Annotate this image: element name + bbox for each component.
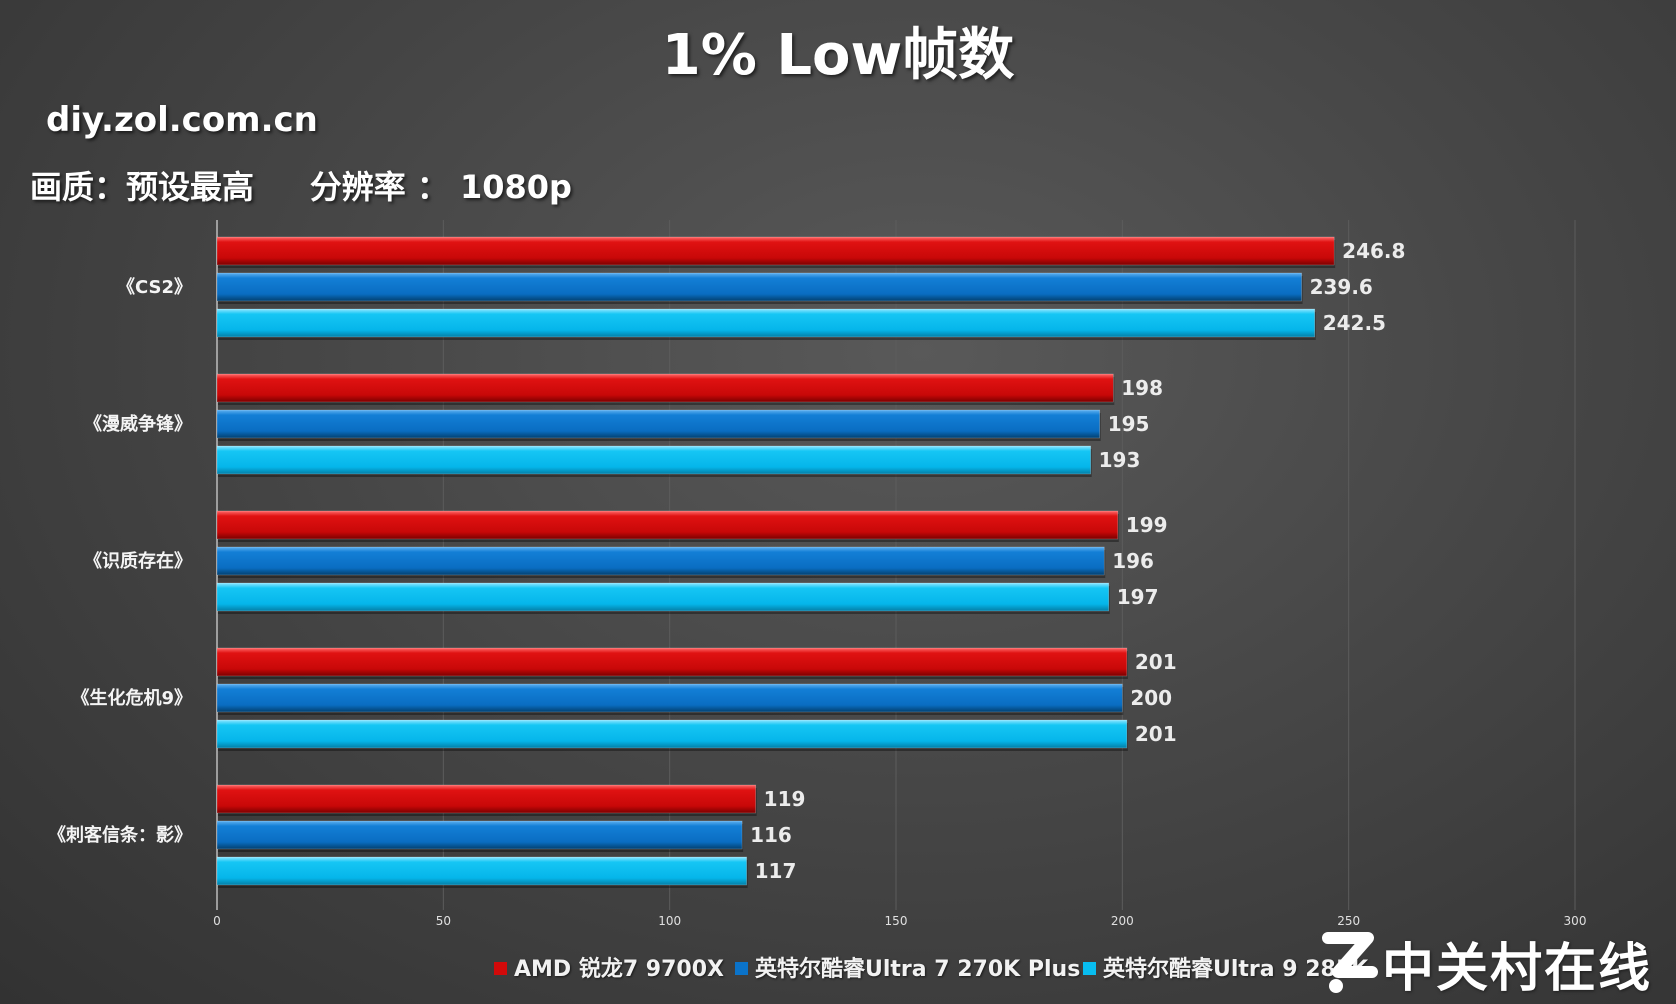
bar	[216, 719, 1128, 749]
x-tick-label: 50	[436, 914, 451, 928]
data-label: 239.6	[1310, 275, 1373, 299]
bar	[216, 373, 1114, 403]
category-label: 《漫威争锋》	[84, 413, 192, 435]
zol-watermark: 中关村在线	[1322, 922, 1676, 1004]
legend-label: 英特尔酷睿Ultra 9 285K	[1103, 957, 1369, 982]
legend-label: 英特尔酷睿Ultra 7 270K Plus	[755, 957, 1081, 982]
data-label: 195	[1108, 412, 1150, 436]
x-tick-label: 300	[1564, 914, 1587, 928]
settings-caption: 画质：预设最高 分辨率 ： 1080p	[30, 168, 572, 206]
bar	[216, 510, 1119, 540]
bar	[216, 546, 1105, 576]
legend-item-series-1: AMD 锐龙7 9700X	[494, 952, 724, 988]
data-label: 116	[750, 823, 792, 847]
legend-item-series-2: 英特尔酷睿Ultra 7 270K Plus	[735, 952, 1080, 988]
data-label: 201	[1135, 650, 1177, 674]
data-label: 246.8	[1342, 239, 1405, 263]
category-label: 《刺客信条：影》	[48, 824, 192, 846]
data-label: 199	[1126, 513, 1168, 537]
data-label: 117	[755, 859, 797, 883]
bar	[216, 272, 1302, 302]
category-label: 《生化危机9》	[71, 687, 192, 709]
chart-title: 1% Low帧数	[661, 23, 1015, 88]
bar	[216, 308, 1316, 338]
x-tick-label: 250	[1337, 914, 1360, 928]
legend-swatch-cyan	[1083, 961, 1096, 975]
legend-swatch-red	[494, 961, 507, 975]
data-label: 201	[1135, 722, 1177, 746]
data-label: 196	[1112, 549, 1154, 573]
bar	[216, 445, 1091, 475]
data-label: 242.5	[1323, 311, 1386, 335]
site-url: diy.zol.com.cn	[46, 100, 318, 140]
bar-chart: 0 50 100 150 200 250 300 《CS2》《漫威争锋》《识质存在》《生化危机…	[48, 220, 1587, 928]
bar	[216, 683, 1123, 713]
data-label: 198	[1121, 376, 1163, 400]
bar	[216, 582, 1110, 612]
x-tick-label: 150	[885, 914, 908, 928]
zol-logo-icon	[1322, 932, 1378, 993]
category-label: 《CS2》	[117, 277, 192, 298]
bar	[216, 236, 1335, 266]
bar	[216, 647, 1128, 677]
data-label: 197	[1117, 585, 1159, 609]
x-tick-label: 200	[1111, 914, 1134, 928]
bar	[216, 856, 747, 886]
bar	[216, 409, 1101, 439]
legend: AMD 锐龙7 9700X 英特尔酷睿Ultra 7 270K Plus 英特尔…	[0, 952, 1676, 988]
x-tick-label: 0	[213, 914, 221, 928]
bar	[216, 820, 743, 850]
category-label: 《识质存在》	[84, 550, 192, 572]
data-label: 193	[1099, 448, 1141, 472]
x-tick-label: 100	[658, 914, 681, 928]
data-label: 119	[764, 787, 806, 811]
legend-item-series-3: 英特尔酷睿Ultra 9 285K	[1083, 952, 1368, 988]
bar	[216, 784, 756, 814]
legend-label: AMD 锐龙7 9700X	[514, 957, 724, 982]
watermark-text: 中关村在线	[1382, 939, 1653, 999]
legend-swatch-blue	[735, 961, 748, 975]
data-label: 200	[1130, 686, 1172, 710]
